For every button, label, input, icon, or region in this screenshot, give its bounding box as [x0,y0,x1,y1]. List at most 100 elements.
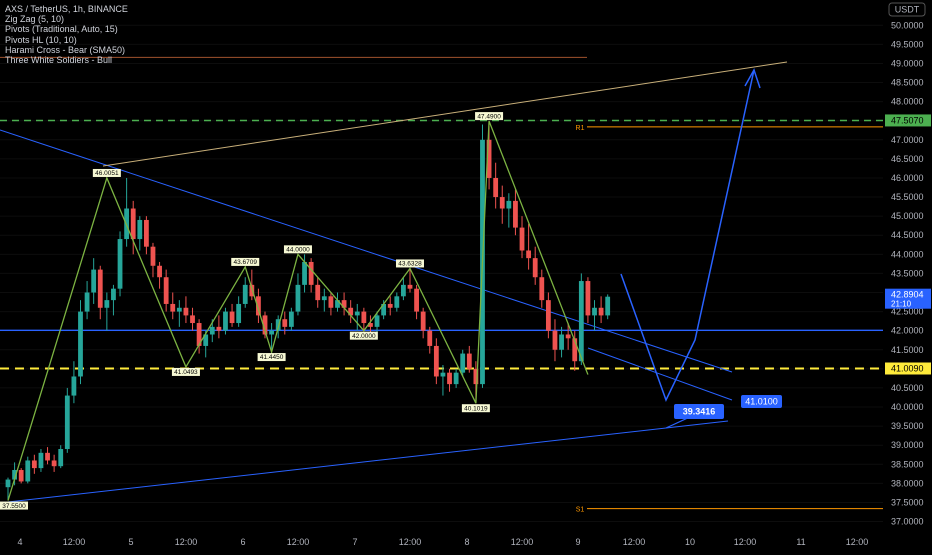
pivot-r1-label: R1 [576,125,585,132]
current-price-label: 42.8904 [891,290,924,300]
price-tick-label: 47.0000 [891,135,924,145]
time-tick-label: 12:00 [511,537,534,547]
time-tick-label: 12:00 [734,537,757,547]
time-tick-label: 12:00 [287,537,310,547]
price-tick-label: 38.5000 [891,459,924,469]
support-price-tag [885,362,931,375]
candle-body [157,265,162,278]
price-tick-label: 38.0000 [891,478,924,488]
indicator-three-white-soldiers[interactable]: Three White Soldiers - Bull [5,55,113,66]
time-axis[interactable]: 4 12:00 5 12:00 6 12:00 7 12:00 8 12:00 9 12:00 10 12… [0,533,883,550]
candle-body [328,296,334,308]
zigzag-point-label: 42.0000 [352,333,376,340]
zigzag-point-label-bg [395,259,424,268]
candle-body [91,269,97,293]
indicator-pivots-hl[interactable]: Pivots HL (10, 10) [5,34,77,45]
price-tick-label: 42.5000 [891,307,924,317]
time-tick-label: 6 [240,537,245,547]
indicator-harami-cross[interactable]: Harami Cross - Bear (SMA50) [5,44,126,55]
time-tick-label: 12:00 [399,537,422,547]
candle-body [104,300,110,308]
time-tick-label: 10 [685,537,695,547]
candle-body [321,296,327,301]
candle-body [381,303,387,316]
zigzag-indicator: 37.5500 46.0051 41.0493 43.6709 41.4450 44.00… [0,112,589,510]
price-tick-label: 48.0000 [891,97,924,107]
candle-body [183,307,189,316]
candle-body [401,284,406,297]
time-tick-label: 5 [128,537,133,547]
candle-body [387,303,393,308]
time-tick-label: 12:00 [175,537,198,547]
candle-body [341,300,347,308]
price-tick-label: 40.0000 [891,402,924,412]
zigzag-point-label-bg [475,112,504,121]
currency-button-label[interactable]: USDT [895,5,920,15]
candle-body [51,460,57,467]
candle-body [84,292,90,312]
price-tick-label: 43.5000 [891,268,924,278]
candle-body [64,395,70,450]
horizontal-levels: R1 S1 [0,56,883,514]
indicator-pivots[interactable]: Pivots (Traditional, Auto, 15) [5,24,118,35]
indicator-zigzag[interactable]: Zig Zag (5, 10) [5,14,65,25]
zigzag-point-label-bg [257,353,286,362]
candle-body [170,303,176,312]
candle-body [361,311,367,324]
candle-body [308,261,314,285]
projection-arrowhead [744,68,761,89]
candle-body [539,277,545,301]
target-price-text: 39.3416 [683,407,716,417]
candle-body [526,250,532,259]
candle-body [216,326,222,331]
target-price-badge [674,404,724,419]
candle-body [348,307,354,316]
drawings[interactable]: 39.3416 41.0100 [620,68,782,429]
candle-body [433,345,439,377]
price-axis[interactable]: 37.0000 37.5000 38.0000 38.5000 39.0000 39.50… [883,0,932,550]
time-tick-label: 7 [352,537,357,547]
candle-body [163,277,169,304]
candle-body [249,284,255,297]
candle-body [137,219,143,240]
candle-body [196,323,202,346]
chart-title: AXS / TetherUS, 1h, BINANCE [5,4,128,14]
candle-body [585,281,591,316]
zigzag-line [7,120,589,501]
candle-body [223,311,228,331]
countdown-label: 21:10 [891,300,912,309]
candle-body [374,315,380,327]
candle-body [394,296,400,308]
chart-legend: AXS / TetherUS, 1h, BINANCE Zig Zag (5, … [5,4,128,65]
candle-body [288,311,294,327]
candle-body [407,284,413,289]
candle-body [368,323,373,327]
candle-body [31,460,37,469]
zigzag-point-label: 37.5500 [2,503,26,510]
candle-body [78,311,83,377]
candle-body [18,470,24,482]
candle-body [209,326,215,335]
candle-body [466,353,472,369]
time-tick-label: 12:00 [846,537,869,547]
candle-body [486,139,492,178]
candle-body [578,281,584,362]
zigzag-point-label: 40.1019 [464,405,488,412]
time-axis-bg [0,533,883,550]
channel-price-badge [741,395,782,408]
zigzag-point-label: 41.0493 [174,369,198,376]
candle-body [420,311,426,331]
candle-body [236,303,242,324]
price-axis-bg [883,0,932,550]
grid-lines [0,24,883,523]
candle-body [242,284,248,304]
price-tick-label: 41.5000 [891,345,924,355]
candle-body [335,300,340,308]
candle-body [447,372,452,385]
candle-body [552,330,558,350]
candle-body [58,449,64,467]
price-tick-label: 40.5000 [891,383,924,393]
candle-body [513,200,518,228]
